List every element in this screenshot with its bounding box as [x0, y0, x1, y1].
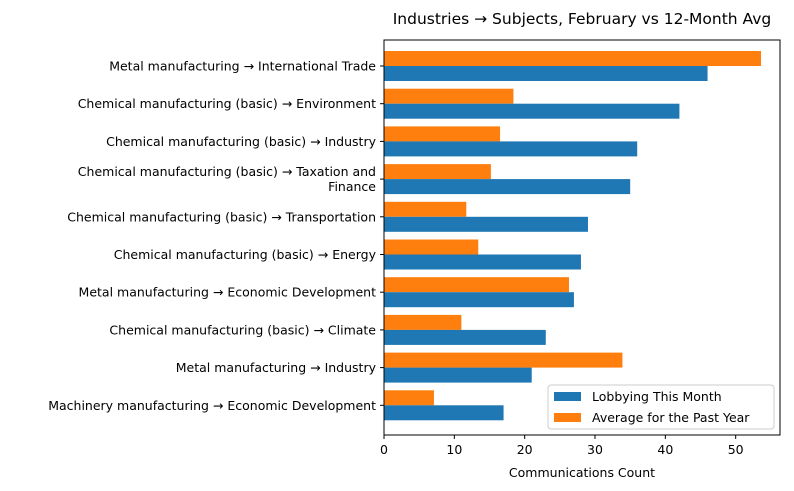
- bar-average: [384, 88, 514, 104]
- y-tick-label: Machinery manufacturing → Economic Devel…: [48, 398, 376, 413]
- bar-average: [384, 390, 434, 406]
- x-tick-label: 50: [728, 442, 744, 457]
- bar-this-month: [384, 103, 680, 119]
- legend: Lobbying This Month Average for the Past …: [547, 384, 775, 430]
- y-tick-label: Chemical manufacturing (basic) → Taxatio…: [78, 164, 376, 179]
- bar-this-month: [384, 216, 588, 232]
- bar-this-month: [384, 254, 581, 270]
- y-tick-label: Metal manufacturing → Industry: [176, 360, 377, 375]
- x-tick-label: 30: [587, 442, 603, 457]
- y-tick-label: Chemical manufacturing (basic) → Energy: [114, 247, 377, 262]
- bar-this-month: [384, 367, 532, 383]
- x-tick-label: 0: [380, 442, 388, 457]
- bar-this-month: [384, 329, 546, 345]
- bar-this-month: [384, 179, 631, 195]
- y-tick-label: Chemical manufacturing (basic) → Environ…: [78, 96, 376, 111]
- bar-average: [384, 201, 467, 217]
- legend-swatch: [554, 392, 581, 401]
- bar-this-month: [384, 66, 708, 81]
- bar-average: [384, 314, 462, 330]
- y-tick-label: Metal manufacturing → International Trad…: [109, 59, 376, 74]
- bar-this-month: [384, 405, 504, 421]
- x-tick-label: 40: [657, 442, 673, 457]
- legend-label: Average for the Past Year: [592, 410, 750, 425]
- legend-label: Lobbying This Month: [592, 389, 722, 404]
- y-tick-label: Chemical manufacturing (basic) → Climate: [109, 322, 376, 337]
- x-tick-label: 10: [446, 442, 462, 457]
- bar-average: [384, 239, 479, 255]
- bar-average: [384, 352, 623, 368]
- chart-title: Industries → Subjects, February vs 12-Mo…: [393, 10, 772, 28]
- y-tick-label: Metal manufacturing → Economic Developme…: [79, 285, 377, 300]
- bar-average: [384, 126, 501, 142]
- bar-average: [384, 51, 762, 66]
- legend-swatch: [554, 413, 581, 422]
- bar-this-month: [384, 141, 638, 157]
- y-tick-label: Finance: [328, 179, 376, 194]
- y-tick-label: Chemical manufacturing (basic) → Industr…: [106, 134, 376, 149]
- x-axis-label: Communications Count: [509, 465, 655, 480]
- bar-average: [384, 277, 569, 293]
- plot-frame: [383, 39, 781, 436]
- legend-box: [547, 384, 775, 430]
- x-tick-label: 20: [517, 442, 533, 457]
- bar-average: [384, 164, 491, 180]
- y-tick-label: Chemical manufacturing (basic) → Transpo…: [67, 209, 376, 224]
- bar-this-month: [384, 292, 574, 308]
